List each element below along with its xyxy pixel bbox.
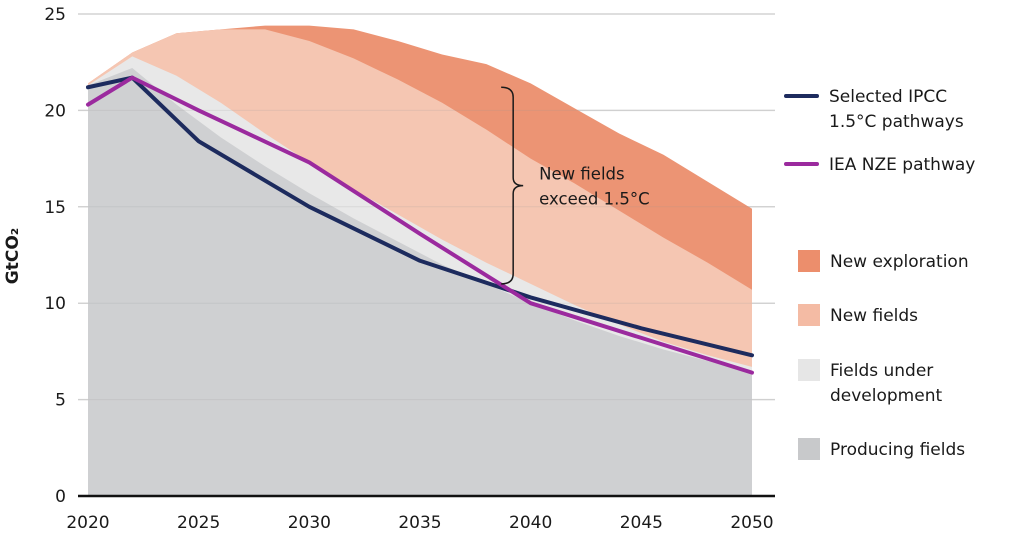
- legend-swatch: [798, 304, 820, 326]
- legend-label: Selected IPCC: [829, 87, 947, 107]
- legend-swatch: [798, 250, 820, 272]
- y-tick-label: 15: [44, 198, 66, 218]
- annotation-text: New fields: [539, 165, 624, 184]
- y-tick-label: 10: [44, 294, 66, 314]
- x-tick-label: 2020: [66, 513, 109, 533]
- legend-label: development: [830, 386, 942, 406]
- x-tick-label: 2035: [398, 513, 441, 533]
- legend-label: 1.5°C pathways: [829, 112, 964, 132]
- legend-label: New exploration: [830, 252, 969, 272]
- legend-label: Fields under: [830, 361, 933, 381]
- x-tick-label: 2025: [177, 513, 220, 533]
- legend-swatch: [798, 359, 820, 381]
- x-tick-label: 2040: [509, 513, 552, 533]
- annotation: New fields exceed 1.5°C: [501, 86, 650, 285]
- y-tick-label: 20: [44, 101, 66, 121]
- iea-nze-pathway-line: [86, 75, 754, 375]
- y-tick-label: 25: [44, 5, 66, 25]
- legend: Selected IPCC 1.5°C pathways IEA NZE pathw…: [784, 87, 975, 460]
- legend-label: New fields: [830, 306, 918, 326]
- x-tick-label: 2050: [730, 513, 773, 533]
- legend-swatch: [798, 438, 820, 460]
- annotation-text: exceed 1.5°C: [539, 190, 649, 209]
- legend-label: IEA NZE pathway: [829, 155, 975, 175]
- y-tick-label: 5: [55, 391, 66, 411]
- y-tick-label: 0: [55, 487, 66, 507]
- legend-label: Producing fields: [830, 440, 965, 460]
- x-tick-label: 2030: [288, 513, 331, 533]
- brace-annotation: [501, 86, 524, 285]
- pathway-lines: [86, 75, 754, 375]
- x-tick-label: 2045: [620, 513, 663, 533]
- y-axis-label: GtCO₂: [3, 228, 23, 284]
- ipcc-pathway-line: [86, 75, 754, 358]
